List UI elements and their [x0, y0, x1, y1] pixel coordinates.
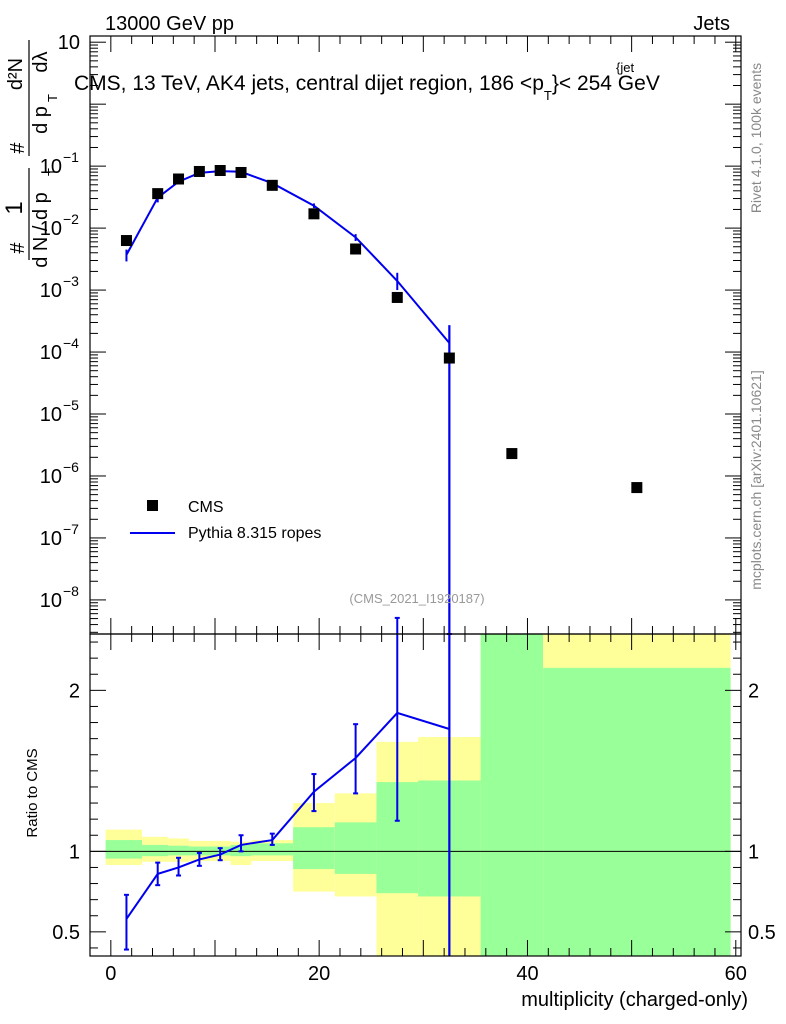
cms-data-point	[391, 291, 403, 303]
legend-pythia-label: Pythia 8.315 ropes	[188, 525, 321, 542]
cms-data-point	[443, 352, 455, 364]
ylabel-hash-2: #	[7, 142, 29, 154]
title-main: CMS, 13 TeV, AK4 jets, central dijet reg…	[74, 72, 544, 95]
ratio-y-tick-label: 2	[69, 680, 80, 702]
ylabel-hash-1: #	[7, 242, 29, 254]
ratio-frame	[89, 633, 742, 957]
y-tick-label-exponent: −6	[63, 459, 79, 475]
band-green	[105, 840, 143, 859]
ylabel-one: 1	[1, 201, 28, 214]
band-green	[168, 845, 189, 856]
ratio-y-tick-label: 0.5	[52, 922, 80, 944]
y-tick-label-exponent: −4	[63, 335, 79, 351]
ratio-y-tick-label-right: 2	[748, 680, 759, 702]
mcplots-label: mcplots.cern.ch [arXiv:2401.10621]	[748, 370, 764, 589]
analysis-id: (CMS_2021_I1920187)	[349, 591, 484, 606]
band-green	[480, 634, 544, 956]
cms-data-point	[193, 165, 205, 177]
ylabel-d2n: d²N	[5, 58, 27, 90]
ratio-y-tick-label-right: 0.5	[748, 922, 776, 944]
band-green	[142, 844, 169, 857]
cms-data-point	[350, 243, 362, 255]
y-tick-label-exponent: −5	[63, 397, 79, 413]
y-tick-label: 10	[40, 342, 62, 364]
y-tick-label: 10	[40, 404, 62, 426]
ratio-tick-labels: 0 20 40 60 2 2 1 1 0.5 0.5	[52, 680, 776, 985]
legend-cms-label: CMS	[188, 499, 224, 516]
category-label: Jets	[693, 13, 730, 35]
y-tick-label: 10	[40, 156, 62, 178]
y-tick-label-exponent: −8	[63, 583, 79, 599]
ylabel-sub-t2: T	[45, 94, 60, 102]
cms-data-point	[631, 482, 643, 494]
x-tick-label: 0	[105, 963, 116, 985]
y-tick-label-exponent: −7	[63, 521, 79, 537]
legend-cms-marker	[147, 500, 158, 511]
cms-data-point	[120, 235, 132, 247]
y-tick-label: 10	[40, 528, 62, 550]
ratio-line	[125, 711, 450, 920]
y-tick-label-exponent: −3	[63, 273, 79, 289]
energy-label: 13000 GeV pp	[105, 13, 234, 35]
chart-title: CMS, 13 TeV, AK4 jets, central dijet reg…	[74, 72, 660, 103]
ratio-ylabel: Ratio to CMS	[24, 748, 41, 837]
y-tick-label-exponent: −1	[63, 149, 79, 165]
ylabel-dpt: d p	[30, 106, 52, 134]
band-green	[543, 667, 731, 956]
x-tick-label: 60	[725, 963, 747, 985]
title-sup-jet: {jet	[616, 60, 634, 75]
y-tick-label: 10	[40, 280, 62, 302]
title-sub-t: T	[544, 88, 552, 103]
y-tick-label: 10	[40, 466, 62, 488]
ylabel-dlambda: dλ	[30, 51, 52, 72]
rivet-version-label: Rivet 4.1.0, 100k events	[748, 63, 764, 213]
x-tick-label: 40	[516, 963, 538, 985]
xlabel: multiplicity (charged-only)	[521, 989, 748, 1011]
title-end: }< 254 GeV	[552, 72, 660, 95]
ratio-y-tick-label-right: 1	[748, 841, 759, 863]
ratio-axis-ticks	[90, 634, 741, 956]
ylabel-sub-t1: T	[45, 168, 60, 176]
cms-data-point	[308, 208, 320, 220]
band-green	[293, 827, 335, 870]
legend: CMS Pythia 8.315 ropes	[130, 499, 321, 542]
cms-data-point	[152, 188, 164, 200]
ratio-series	[123, 616, 452, 956]
ratio-bands	[105, 634, 731, 956]
cms-data-point	[506, 448, 518, 460]
band-green	[334, 822, 377, 874]
ratio-y-tick-label: 1	[69, 841, 80, 863]
y-tick-label: 10	[40, 590, 62, 612]
y-tick-label: 10	[40, 218, 62, 240]
x-tick-label: 20	[308, 963, 330, 985]
cms-data-point	[173, 173, 185, 185]
main-ylabel: # 1 d N / d p T # d p T dλ d²N	[1, 40, 60, 268]
band-green	[251, 843, 294, 856]
cms-data-point	[214, 165, 226, 177]
main-axis-ticks	[90, 36, 741, 634]
ylabel-dn-dpt: d N / d p	[30, 192, 52, 268]
cms-data-point	[266, 179, 278, 191]
cms-data-point	[235, 166, 247, 178]
y-tick-label: 10	[58, 32, 80, 54]
y-tick-label-exponent: −2	[63, 211, 79, 227]
